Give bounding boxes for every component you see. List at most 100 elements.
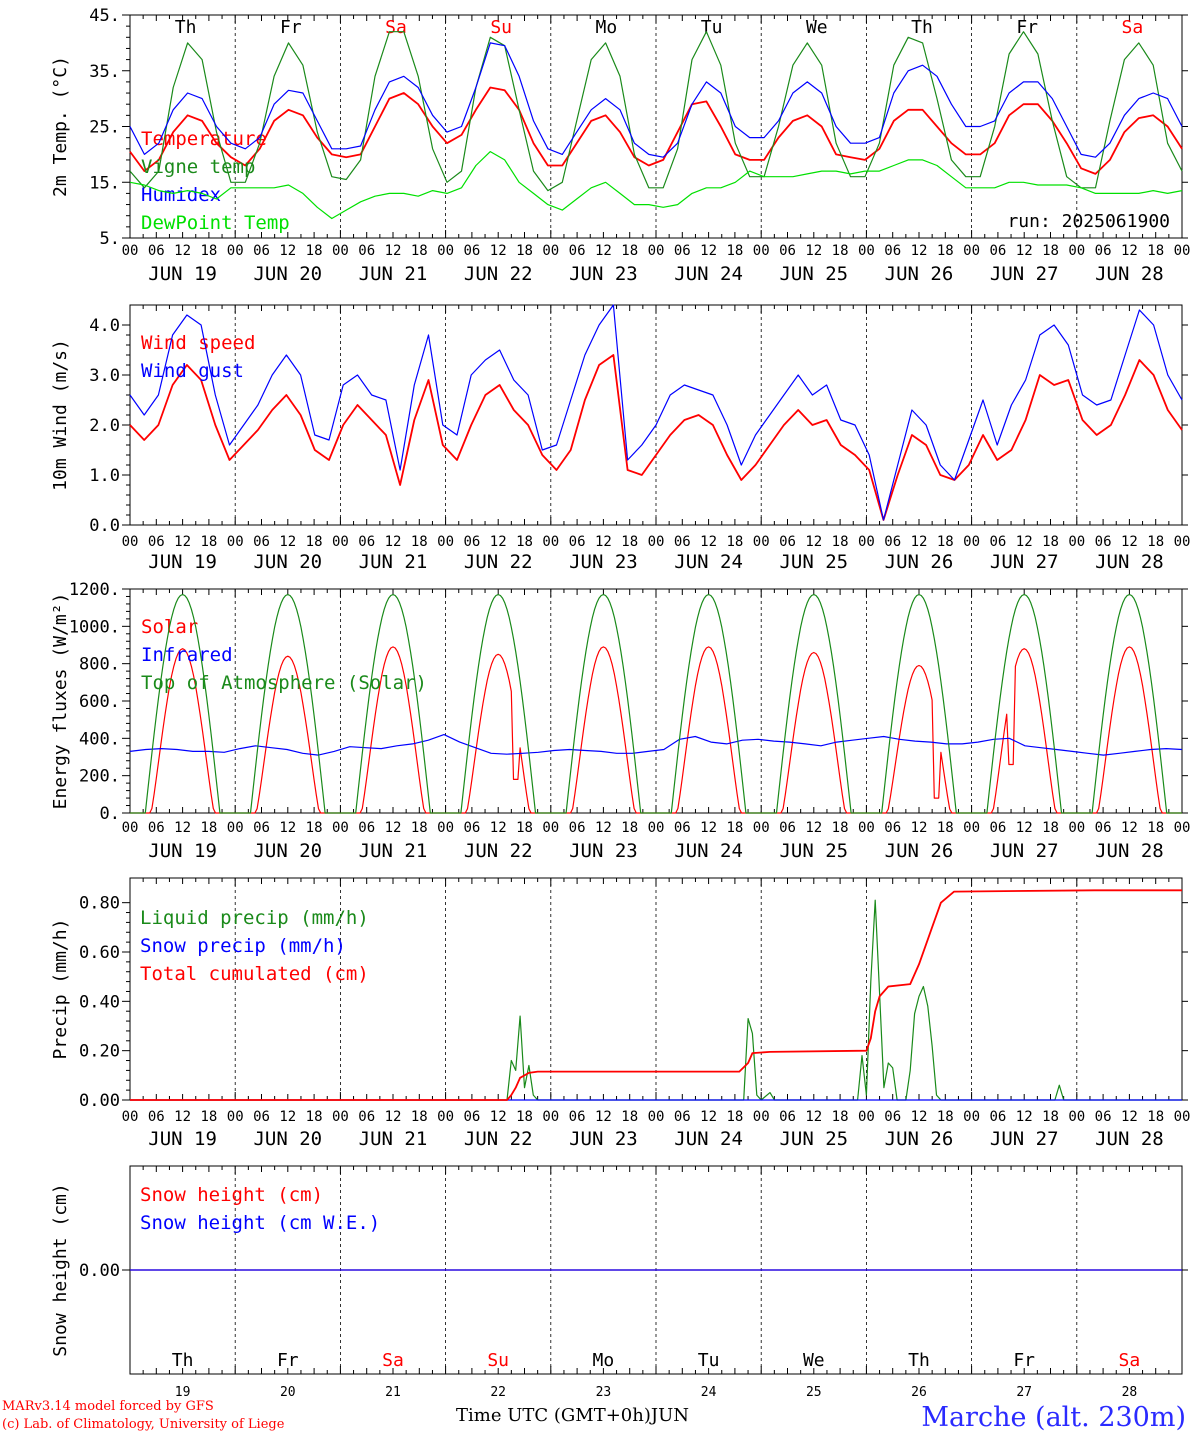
hour-tick-label: 00 xyxy=(1068,243,1085,259)
date-label: JUN 26 xyxy=(885,263,954,285)
hour-tick-label: 06 xyxy=(674,534,691,550)
day-number: 23 xyxy=(596,1385,612,1400)
hour-tick-label: 18 xyxy=(1147,534,1164,550)
y-tick-label: 0.20 xyxy=(79,1042,120,1062)
date-label: JUN 22 xyxy=(464,551,533,573)
hour-tick-label: 00 xyxy=(332,243,349,259)
hour-tick-label: 06 xyxy=(779,820,796,836)
day-name: Fr xyxy=(1013,1350,1035,1371)
date-label: JUN 19 xyxy=(148,1128,217,1150)
hour-tick-label: 12 xyxy=(1016,243,1033,259)
hour-tick-label: 00 xyxy=(542,534,559,550)
hour-tick-label: 06 xyxy=(148,534,165,550)
series-dewpoint-temp xyxy=(129,151,1183,220)
y-tick-label: 25. xyxy=(89,118,120,138)
date-label: JUN 28 xyxy=(1095,840,1164,862)
legend-entry: Total cumulated (cm) xyxy=(140,963,369,985)
hour-tick-label: 06 xyxy=(148,820,165,836)
y-tick-label: 600. xyxy=(79,692,120,712)
hour-tick-label: 18 xyxy=(411,534,428,550)
y-tick-label: 0.00 xyxy=(79,1261,120,1281)
hour-tick-label: 00 xyxy=(122,820,139,836)
hour-tick-label: 12 xyxy=(174,534,191,550)
legend-entry: Snow height (cm) xyxy=(140,1184,323,1206)
hour-tick-label: 00 xyxy=(753,1109,770,1125)
hour-tick-label: 06 xyxy=(253,534,270,550)
hour-tick-label: 18 xyxy=(516,1109,533,1125)
month-label: JUN xyxy=(650,1405,690,1426)
hour-tick-label: 00 xyxy=(1174,534,1191,550)
day-number: 22 xyxy=(490,1385,506,1400)
hour-tick-label: 18 xyxy=(832,820,849,836)
hour-tick-label: 06 xyxy=(884,534,901,550)
y-tick-label: 0.00 xyxy=(79,1091,120,1111)
legend-entry: Snow height (cm W.E.) xyxy=(140,1212,380,1234)
hour-tick-label: 12 xyxy=(279,820,296,836)
hour-tick-label: 18 xyxy=(726,534,743,550)
y-axis-label: 10m Wind (m/s) xyxy=(50,339,71,491)
series-humidex xyxy=(129,42,1183,158)
series-vigne-temp xyxy=(129,31,1183,192)
hour-tick-label: 00 xyxy=(858,243,875,259)
hour-tick-label: 12 xyxy=(700,534,717,550)
day-name: Fr xyxy=(1016,17,1038,38)
date-label: JUN 28 xyxy=(1095,551,1164,573)
y-tick-label: 4.0 xyxy=(89,316,120,336)
panel-snow: 0.00 Snow height (cm) Th Fr Sa Su Mo Tu We Th Fr Sa… xyxy=(50,1165,1188,1400)
date-label: JUN 28 xyxy=(1095,1128,1164,1150)
hour-tick-label: 00 xyxy=(1068,534,1085,550)
hour-tick-label: 12 xyxy=(805,820,822,836)
hour-tick-label: 18 xyxy=(621,534,638,550)
hour-tick-label: 00 xyxy=(332,1109,349,1125)
hour-tick-label: 18 xyxy=(1042,820,1059,836)
y-tick-label: 35. xyxy=(89,62,120,82)
hour-tick-label: 12 xyxy=(385,1109,402,1125)
date-label: JUN 21 xyxy=(359,263,428,285)
panel-temp: 5. 15. 25. 35. 45. 2m Temp. (°C) 00 06 12 18 JUN 1… xyxy=(50,6,1190,285)
hour-tick-label: 12 xyxy=(1121,820,1138,836)
hour-tick-label: 00 xyxy=(1174,1109,1191,1125)
hour-tick-label: 18 xyxy=(937,534,954,550)
hour-tick-label: 06 xyxy=(358,534,375,550)
hour-tick-label: 00 xyxy=(227,243,244,259)
hour-tick-label: 06 xyxy=(884,243,901,259)
hour-tick-label: 00 xyxy=(542,820,559,836)
hour-tick-label: 12 xyxy=(700,1109,717,1125)
hour-tick-label: 06 xyxy=(779,1109,796,1125)
hour-tick-label: 18 xyxy=(516,243,533,259)
hour-tick-label: 00 xyxy=(648,820,665,836)
hour-tick-label: 06 xyxy=(358,820,375,836)
hour-tick-label: 18 xyxy=(306,243,323,259)
hour-tick-label: 06 xyxy=(358,243,375,259)
day-number: 27 xyxy=(1016,1385,1032,1400)
hour-tick-label: 06 xyxy=(569,534,586,550)
hour-tick-label: 06 xyxy=(148,1109,165,1125)
hour-tick-label: 18 xyxy=(1042,534,1059,550)
hour-tick-label: 18 xyxy=(726,820,743,836)
hour-tick-label: 18 xyxy=(306,820,323,836)
hour-tick-label: 00 xyxy=(648,534,665,550)
hour-tick-label: 18 xyxy=(726,243,743,259)
hour-tick-label: 06 xyxy=(989,534,1006,550)
y-tick-label: 15. xyxy=(89,173,120,193)
hour-tick-label: 18 xyxy=(832,534,849,550)
hour-tick-label: 18 xyxy=(411,243,428,259)
hour-tick-label: 06 xyxy=(463,1109,480,1125)
legend-entry: Vigne temp xyxy=(141,156,255,178)
day-number: 25 xyxy=(806,1385,822,1400)
meteogram: 5. 15. 25. 35. 45. 2m Temp. (°C) 00 06 12 18 JUN 1… xyxy=(50,6,1191,1400)
hour-tick-label: 12 xyxy=(174,820,191,836)
legend-entry: DewPoint Temp xyxy=(141,212,290,234)
date-label: JUN 21 xyxy=(359,1128,428,1150)
day-name: Sa xyxy=(1122,17,1144,38)
hour-tick-label: 00 xyxy=(753,820,770,836)
hour-tick-label: 18 xyxy=(621,820,638,836)
date-label: JUN 27 xyxy=(990,1128,1059,1150)
series-infrared xyxy=(129,734,1183,756)
y-tick-label: 800. xyxy=(79,655,120,675)
series-top-of-atmosphere-solar- xyxy=(130,594,1182,814)
day-number: 28 xyxy=(1122,1385,1138,1400)
legend-entry: Wind speed xyxy=(141,332,255,354)
hour-tick-label: 06 xyxy=(779,534,796,550)
hour-tick-label: 12 xyxy=(1016,534,1033,550)
